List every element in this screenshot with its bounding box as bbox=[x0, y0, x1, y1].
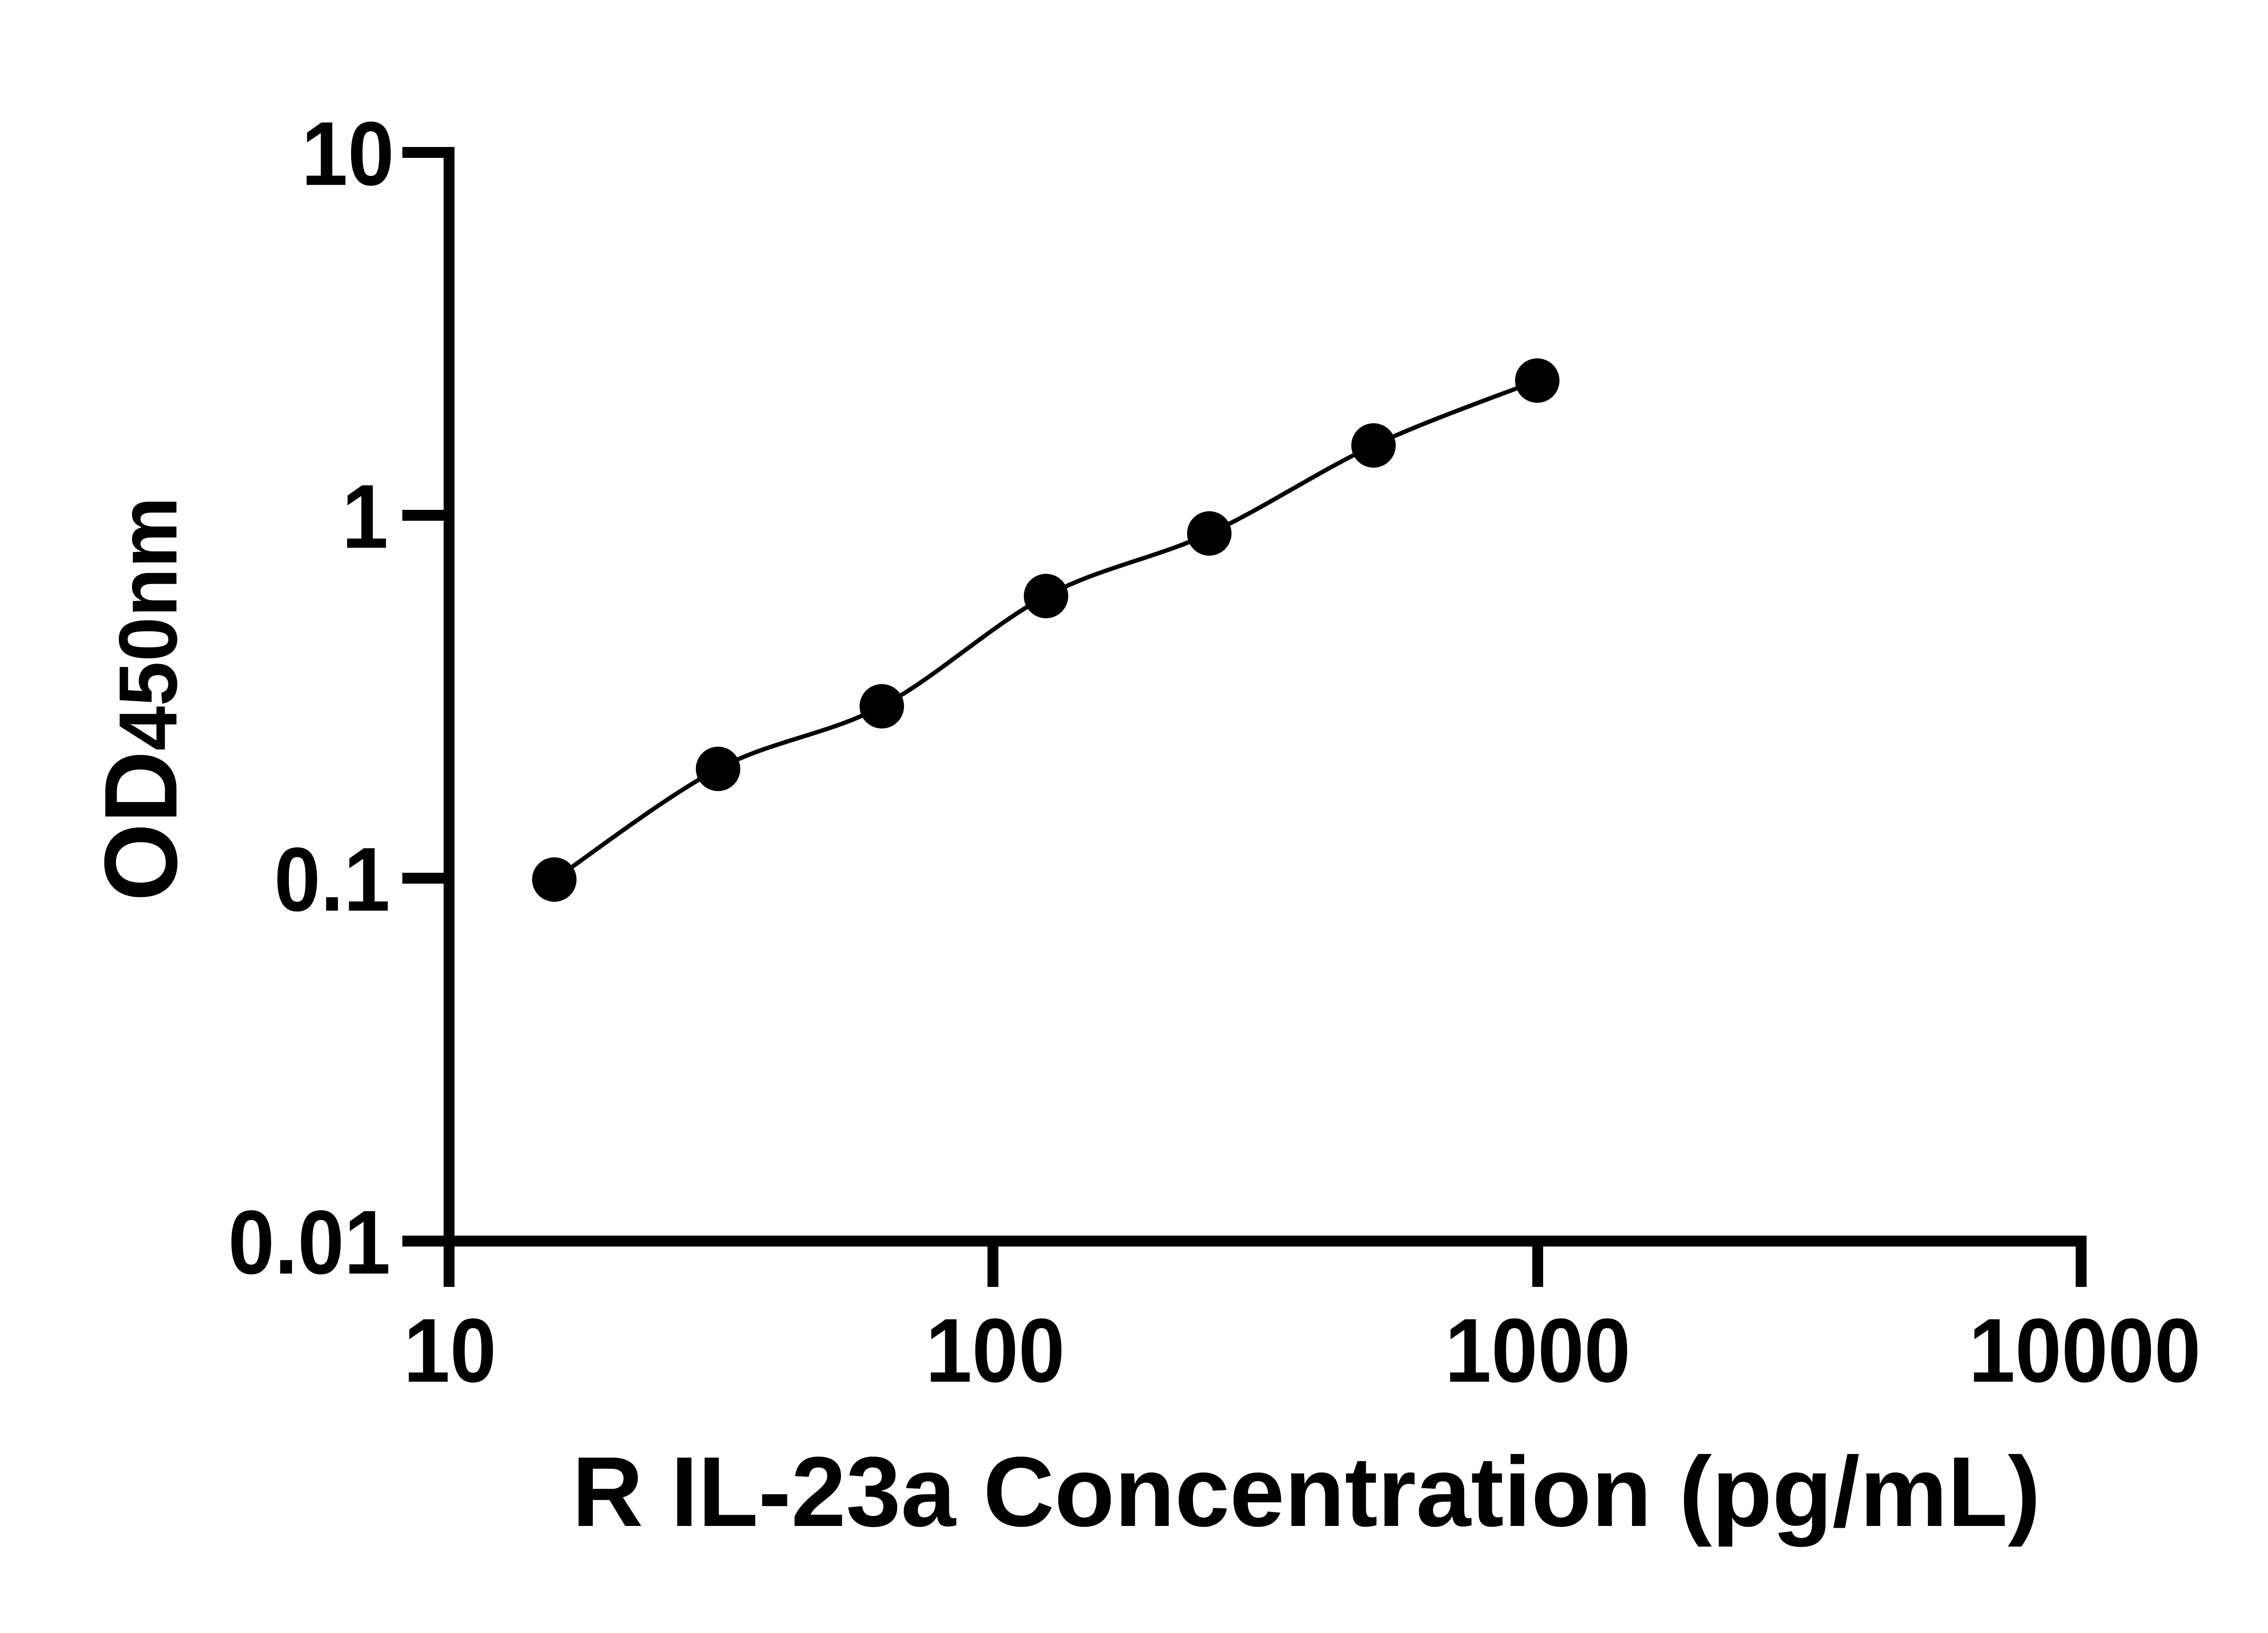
svg-text:1: 1 bbox=[342, 466, 388, 567]
svg-text:OD450nm: OD450nm bbox=[83, 497, 199, 901]
svg-text:10: 10 bbox=[404, 1300, 497, 1401]
svg-text:R IL-23a Concentration (pg/mL): R IL-23a Concentration (pg/mL) bbox=[572, 1436, 2041, 1547]
svg-text:100: 100 bbox=[926, 1300, 1065, 1401]
svg-text:0.01: 0.01 bbox=[228, 1192, 391, 1293]
svg-text:10000: 10000 bbox=[1969, 1300, 2201, 1401]
svg-text:10: 10 bbox=[301, 103, 394, 205]
svg-text:0.1: 0.1 bbox=[274, 829, 390, 930]
svg-text:1000: 1000 bbox=[1445, 1300, 1630, 1401]
